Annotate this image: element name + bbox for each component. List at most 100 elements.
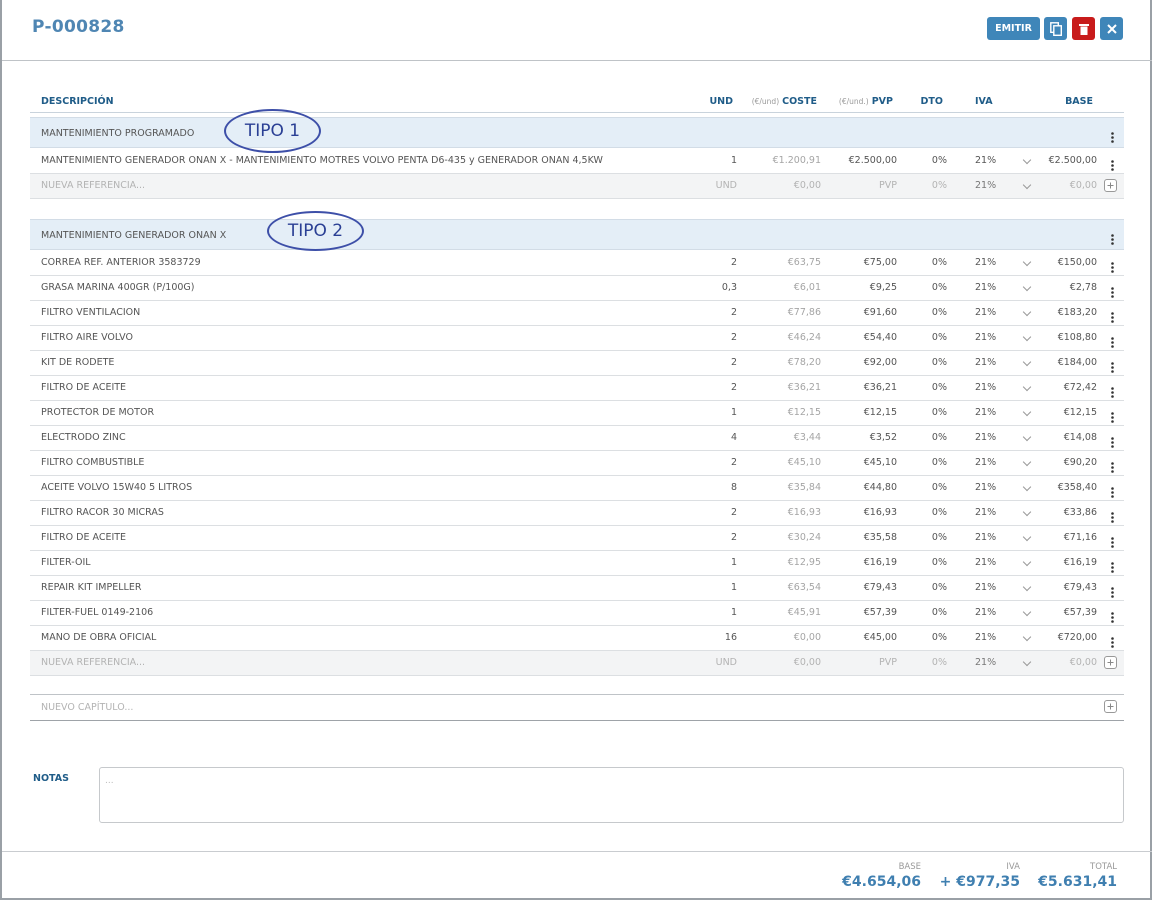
dots-icon <box>1111 512 1114 523</box>
iva-dropdown[interactable] <box>1022 357 1032 367</box>
iva-dropdown[interactable] <box>1022 180 1032 190</box>
cell-iva: 21% <box>975 407 997 418</box>
cell-und: 1 <box>730 607 737 618</box>
iva-dropdown[interactable] <box>1022 332 1032 342</box>
row-menu[interactable] <box>1111 258 1114 277</box>
cell-cost: €6,01 <box>793 282 821 293</box>
iva-dropdown[interactable] <box>1022 507 1032 517</box>
item-row: FILTRO DE ACEITE 2 €30,24 €35,58 0% 21% €71,16 <box>30 526 1124 551</box>
cell-cost: €30,24 <box>787 532 821 543</box>
iva-dropdown[interactable] <box>1022 155 1032 165</box>
trash-icon <box>1078 23 1089 35</box>
total-label: IVA <box>1006 862 1020 872</box>
footer-divider <box>2 851 1152 852</box>
cell-base: €57,39 <box>1063 607 1097 618</box>
dots-icon <box>1111 437 1114 448</box>
item-row: FILTRO VENTILACION 2 €77,86 €91,60 0% 21% €183… <box>30 301 1124 326</box>
quote-title: P-000828 <box>32 17 125 37</box>
cell-dto: 0% <box>931 457 947 468</box>
iva-dropdown[interactable] <box>1022 432 1032 442</box>
row-menu[interactable] <box>1111 408 1114 427</box>
cell-iva: 21% <box>975 582 997 593</box>
row-menu[interactable] <box>1111 458 1114 477</box>
cell-und: 2 <box>730 382 737 393</box>
cell-iva: 21% <box>975 457 997 468</box>
iva-dropdown[interactable] <box>1022 582 1032 592</box>
iva-dropdown[interactable] <box>1022 557 1032 567</box>
column-header: (€/und) COSTE <box>752 96 817 107</box>
iva-dropdown[interactable] <box>1022 307 1032 317</box>
row-menu[interactable] <box>1111 633 1114 652</box>
chapter-title: MANTENIMIENTO PROGRAMADO <box>41 128 195 139</box>
add-button[interactable] <box>1104 179 1117 192</box>
cell-desc: GRASA MARINA 400GR (P/100G) <box>41 282 195 293</box>
cell-base: €79,43 <box>1063 582 1097 593</box>
delete-button[interactable] <box>1072 17 1095 40</box>
iva-dropdown[interactable] <box>1022 257 1032 267</box>
cell-und: 1 <box>730 407 737 418</box>
dots-icon <box>1111 562 1114 573</box>
new-item-row[interactable]: NUEVA REFERENCIA... UND €0,00 PVP 0% 21% €0,00 <box>30 174 1124 199</box>
iva-dropdown[interactable] <box>1022 382 1032 392</box>
row-menu[interactable] <box>1111 483 1114 502</box>
new-item-row[interactable]: NUEVA REFERENCIA... UND €0,00 PVP 0% 21% €0,00 <box>30 651 1124 676</box>
row-menu[interactable] <box>1111 283 1114 302</box>
cell-dto: 0% <box>931 180 947 191</box>
add-button[interactable] <box>1104 700 1117 713</box>
cell-base: €12,15 <box>1063 407 1097 418</box>
iva-dropdown[interactable] <box>1022 482 1032 492</box>
row-menu[interactable] <box>1111 128 1114 147</box>
cell-base: €16,19 <box>1063 557 1097 568</box>
iva-dropdown[interactable] <box>1022 407 1032 417</box>
cell-desc: CORREA REF. ANTERIOR 3583729 <box>41 257 201 268</box>
cell-desc: FILTRO DE ACEITE <box>41 532 127 543</box>
cell-base: €150,00 <box>1057 257 1097 268</box>
iva-dropdown[interactable] <box>1022 457 1032 467</box>
row-menu[interactable] <box>1111 533 1114 552</box>
total-value: €4.654,06 <box>842 874 921 890</box>
cell-pvp: €12,15 <box>863 407 897 418</box>
cell-desc: FILTER-FUEL 0149-2106 <box>41 607 154 618</box>
cell-iva: 21% <box>975 282 997 293</box>
iva-dropdown[interactable] <box>1022 282 1032 292</box>
row-menu[interactable] <box>1111 383 1114 402</box>
row-menu[interactable] <box>1111 308 1114 327</box>
row-menu[interactable] <box>1111 333 1114 352</box>
cell-dto: 0% <box>931 657 947 668</box>
plus-icon <box>1107 182 1114 189</box>
cell-base: €183,20 <box>1057 307 1097 318</box>
row-menu[interactable] <box>1111 583 1114 602</box>
cell-iva: 21% <box>975 657 997 668</box>
row-menu[interactable] <box>1111 358 1114 377</box>
cell-iva: 21% <box>975 332 997 343</box>
dots-icon <box>1111 337 1114 348</box>
row-menu[interactable] <box>1111 230 1114 249</box>
notes-textarea[interactable]: ... <box>99 767 1124 823</box>
cell-dto: 0% <box>931 257 947 268</box>
iva-dropdown[interactable] <box>1022 632 1032 642</box>
dots-icon <box>1111 132 1114 143</box>
item-row: MANTENIMIENTO GENERADOR ONAN X - MANTENI… <box>30 149 1124 174</box>
row-menu[interactable] <box>1111 558 1114 577</box>
new-chapter-row[interactable]: NUEVO CAPÍTULO... <box>30 694 1124 721</box>
iva-dropdown[interactable] <box>1022 607 1032 617</box>
add-button[interactable] <box>1104 656 1117 669</box>
notes-placeholder: ... <box>105 776 114 786</box>
total-label: BASE <box>898 862 921 872</box>
row-menu[interactable] <box>1111 156 1114 175</box>
dots-icon <box>1111 387 1114 398</box>
cell-cost: €0,00 <box>793 180 821 191</box>
row-menu[interactable] <box>1111 608 1114 627</box>
item-row: FILTER-FUEL 0149-2106 1 €45,91 €57,39 0% 21% €… <box>30 601 1124 626</box>
copy-button[interactable] <box>1044 17 1067 40</box>
cell-cost: €45,10 <box>787 457 821 468</box>
iva-dropdown[interactable] <box>1022 657 1032 667</box>
row-menu[interactable] <box>1111 433 1114 452</box>
emit-button[interactable]: EMITIR <box>987 17 1040 40</box>
new-chapter-input[interactable]: NUEVO CAPÍTULO... <box>41 702 134 713</box>
cell-und: 1 <box>730 155 737 166</box>
row-menu[interactable] <box>1111 508 1114 527</box>
close-button[interactable] <box>1100 17 1123 40</box>
iva-dropdown[interactable] <box>1022 532 1032 542</box>
